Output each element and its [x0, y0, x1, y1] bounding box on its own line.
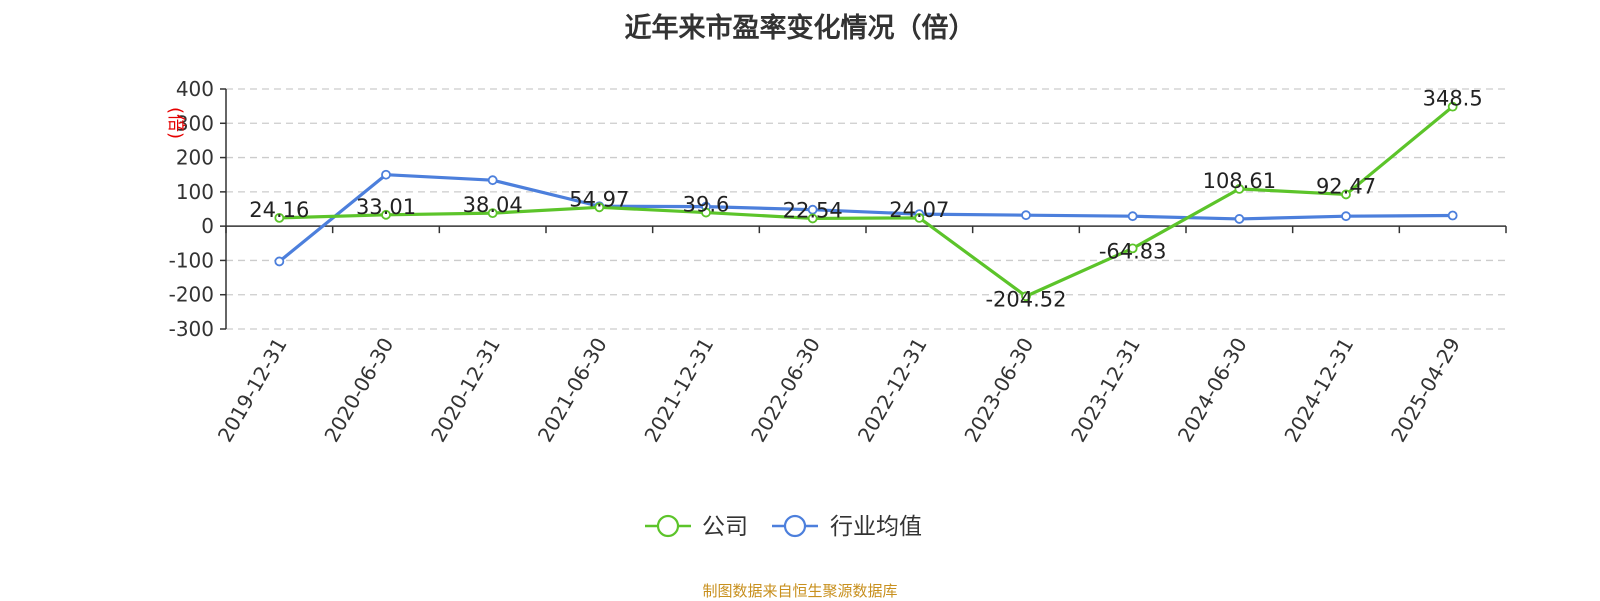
industry-avg-point [274, 256, 285, 267]
x-tick-label: 2020-06-30 [319, 334, 398, 447]
industry-avg-point [487, 175, 498, 186]
x-tick-label: 2022-12-31 [853, 333, 932, 446]
data-label: 108.61 [1203, 169, 1276, 193]
company-point [381, 209, 391, 220]
x-tick-label: 2019-12-31 [213, 334, 292, 447]
industry-avg-point [1021, 210, 1031, 221]
x-tick-label: 2023-12-31 [1066, 334, 1145, 447]
industry-avg-point [1341, 211, 1351, 222]
chart-title: 近年来市盈率变化情况（倍） [624, 13, 976, 44]
legend[interactable]: 公司 行业均值 [645, 514, 922, 540]
company-point [1341, 189, 1351, 200]
company-point [701, 207, 711, 218]
data-label: 39.6 [683, 193, 730, 217]
industry-avg-line [278, 173, 1453, 263]
data-label: 38.04 [463, 193, 523, 217]
company-point [1447, 101, 1458, 112]
data-label: 33.01 [356, 195, 416, 219]
legend-label: 行业均值 [830, 514, 922, 540]
x-tick-label: 2022-06-30 [746, 334, 825, 447]
company-point [807, 213, 818, 224]
data-label: 54.97 [569, 187, 629, 211]
company-point [914, 212, 925, 223]
data-label: 24.07 [889, 198, 949, 222]
data-labels: 24.16 33.01 38.04 54.97 39.6 22.54 24.07 -204.5… [249, 87, 1482, 312]
y-tick-label: 400 [176, 77, 214, 101]
company-point [1021, 291, 1031, 302]
grid-lines [226, 88, 1506, 330]
company-point [1234, 184, 1245, 194]
x-tick-label: 2024-12-31 [1279, 334, 1358, 447]
y-tick-label: 300 [176, 111, 214, 135]
y-tick-label: -200 [169, 283, 214, 307]
y-tick-label: -300 [169, 317, 214, 341]
x-tick-label: 2023-06-30 [959, 334, 1038, 447]
company-point [1127, 243, 1138, 254]
source-note: 制图数据来自恒生聚源数据库 [702, 582, 898, 600]
legend-item-industry-avg[interactable]: 行业均值 [772, 514, 922, 540]
industry-avg-point [1447, 210, 1458, 221]
data-label: -64.83 [1099, 239, 1167, 263]
industry-avg-point [1127, 211, 1138, 222]
y-tick-label: 200 [176, 146, 214, 170]
company-point [274, 212, 285, 223]
company-point [594, 202, 605, 213]
industry-avg-point [381, 169, 391, 180]
y-tick-label: 100 [176, 180, 214, 204]
y-tick-label: 0 [201, 214, 214, 238]
data-label: -204.52 [985, 287, 1066, 311]
x-tick-label: 2021-12-31 [639, 334, 718, 447]
data-label: 348.5 [1423, 87, 1483, 111]
company-point [487, 208, 498, 219]
data-label: 22.54 [783, 198, 843, 222]
series-lines [274, 101, 1458, 302]
legend-item-company[interactable]: 公司 [645, 514, 748, 540]
data-label: 92.47 [1316, 174, 1376, 198]
legend-label: 公司 [702, 514, 748, 540]
industry-avg-point [1234, 214, 1245, 224]
y-tick-label: -100 [169, 248, 214, 272]
legend-marker [783, 514, 807, 538]
data-label: 24.16 [249, 198, 309, 222]
legend-marker [656, 514, 680, 538]
x-tick-label: 2021-06-30 [533, 334, 612, 447]
y-axis-unit-label: (倍) [165, 107, 186, 139]
company-line [279, 105, 1454, 298]
x-tick-label: 2025-04-29 [1386, 334, 1465, 447]
x-tick-label: 2024-06-30 [1173, 334, 1252, 447]
x-tick-label: 2020-12-31 [426, 333, 505, 446]
